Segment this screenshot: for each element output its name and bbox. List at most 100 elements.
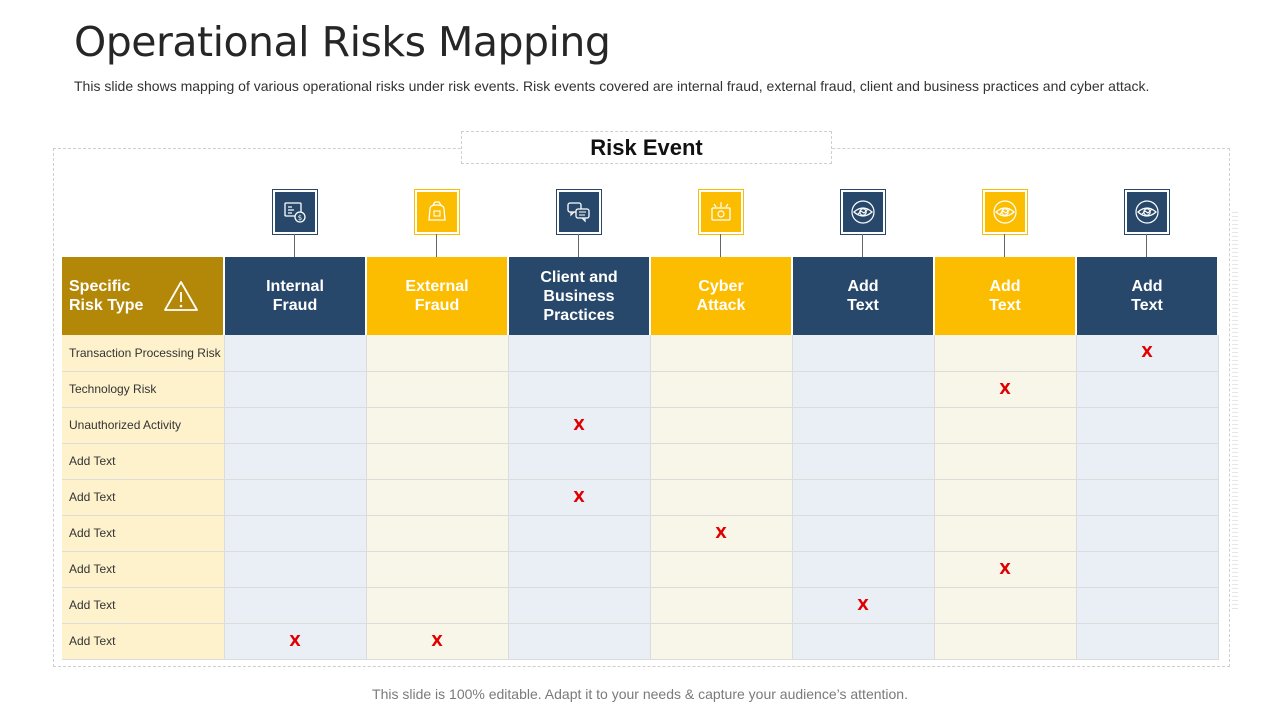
risk-event-header-line: Attack [696, 297, 746, 314]
mapping-cell [366, 551, 509, 588]
icon-connector-line [578, 234, 579, 266]
mapping-cell [224, 407, 367, 444]
eye-icon [851, 200, 875, 224]
risk-type-header-line: Specific [69, 278, 131, 295]
mapping-cell [508, 335, 651, 372]
risk-event-header-line: Text [989, 297, 1021, 314]
mapping-cell [366, 587, 509, 624]
mapping-cell [792, 335, 935, 372]
risk-mark: X [715, 523, 727, 542]
mapping-cell [1076, 371, 1219, 408]
icon-connector-line [862, 234, 863, 266]
eye-icon-box [840, 189, 886, 235]
svg-text:$: $ [298, 214, 302, 222]
risk-event-header-line: Add [847, 278, 879, 295]
mapping-cell [934, 587, 1077, 624]
risk-event-header-line: Client and [540, 268, 618, 286]
mapping-cell [792, 623, 935, 661]
mapping-cell [650, 551, 793, 588]
risk-event-icon-7 [1124, 189, 1170, 272]
risk-mark: X [999, 379, 1011, 398]
mapping-cell [366, 407, 509, 444]
eye-icon [1135, 200, 1159, 224]
mapping-cell [792, 551, 935, 588]
table-row: Transaction Processing Risk X [62, 335, 1219, 372]
risk-event-header-line: Text [847, 297, 879, 314]
mapping-cell [508, 623, 651, 661]
mapping-cell: X [508, 479, 651, 516]
mapping-cell [650, 335, 793, 372]
risk-event-icon-2 [414, 189, 460, 272]
slide-subtitle: This slide shows mapping of various oper… [74, 78, 1150, 94]
risk-event-header-3: Client and Business Practices [508, 257, 651, 335]
table-row: Add Text X [62, 479, 1219, 516]
risk-mapping-table: Specific Risk Type Internal Fraud External… [62, 257, 1219, 661]
mapping-cell: X [934, 371, 1077, 408]
mapping-cell [1076, 587, 1219, 624]
icon-connector-line [720, 234, 721, 266]
mapping-cell: X [934, 551, 1077, 588]
risk-event-header-1: Internal Fraud [224, 257, 367, 335]
risk-event-icon-3 [556, 189, 602, 272]
mapping-cell [366, 515, 509, 552]
mapping-cell [224, 443, 367, 480]
risk-type-label: Transaction Processing Risk [62, 335, 225, 372]
risk-event-header-line: Fraud [272, 297, 318, 314]
risk-mark: X [999, 559, 1011, 578]
risk-event-header-line: Cyber [698, 278, 744, 295]
mapping-cell [508, 587, 651, 624]
risk-event-icon-4 [698, 189, 744, 272]
eye-icon-box [982, 189, 1028, 235]
cyber-attack-icon-box [698, 189, 744, 235]
mapping-cell [650, 587, 793, 624]
risk-mark: X [573, 415, 585, 434]
table-row: Technology Risk X [62, 371, 1219, 408]
risk-mark: X [431, 631, 443, 650]
mapping-cell [934, 407, 1077, 444]
risk-event-header-line: Add [989, 278, 1021, 295]
mapping-cell [1076, 443, 1219, 480]
mapping-cell: X [224, 623, 367, 661]
risk-event-header-line: Text [1131, 297, 1163, 314]
mapping-cell [508, 371, 651, 408]
mapping-cell [508, 551, 651, 588]
risk-mark: X [857, 595, 869, 614]
mapping-cell [934, 479, 1077, 516]
risk-event-header-line: Add [1131, 278, 1163, 295]
mapping-cell [224, 551, 367, 588]
bag-icon-box [414, 189, 460, 235]
risk-type-label: Add Text [62, 515, 225, 552]
scroll-indicator [1232, 212, 1238, 612]
risk-event-header-2: External Fraud [366, 257, 509, 335]
mapping-cell [1076, 407, 1219, 444]
risk-type-header-line: Risk Type [69, 297, 144, 314]
icon-connector-line [1004, 234, 1005, 266]
risk-event-icon-6 [982, 189, 1028, 272]
risk-event-header-line: Practices [543, 306, 615, 324]
table-row: Add Text [62, 443, 1219, 480]
fraud-document-icon-box: $ [272, 189, 318, 235]
mapping-cell [650, 623, 793, 661]
mapping-cell [934, 443, 1077, 480]
mapping-cell [650, 479, 793, 516]
mapping-cell [366, 335, 509, 372]
mapping-cell [224, 479, 367, 516]
icon-connector-line [294, 234, 295, 266]
table-header-row: Specific Risk Type Internal Fraud External… [62, 257, 1219, 335]
table-row: Add Text X [62, 587, 1219, 624]
mapping-cell [224, 587, 367, 624]
mapping-cell [224, 371, 367, 408]
risk-type-label: Add Text [62, 623, 225, 661]
chat-bubbles-icon [567, 202, 590, 223]
risk-event-icon-5 [840, 189, 886, 272]
chat-bubbles-icon-box [556, 189, 602, 235]
mapping-cell [934, 515, 1077, 552]
mapping-cell [508, 443, 651, 480]
mapping-cell [366, 371, 509, 408]
risk-event-header-line: External [405, 278, 469, 295]
risk-mark: X [1141, 343, 1153, 362]
eye-icon-box [1124, 189, 1170, 235]
table-row: Add Text X X [62, 623, 1219, 661]
mapping-cell: X [366, 623, 509, 661]
mapping-cell [792, 515, 935, 552]
